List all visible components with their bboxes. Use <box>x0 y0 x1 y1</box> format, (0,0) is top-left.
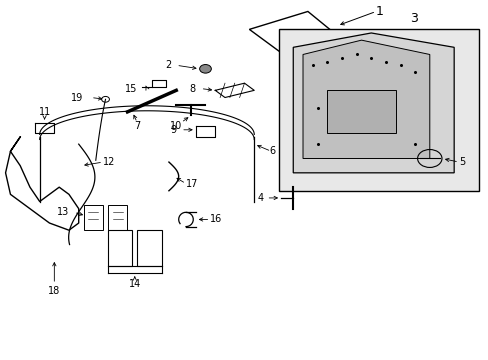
Text: 4: 4 <box>257 193 264 203</box>
Text: 16: 16 <box>210 215 222 224</box>
Text: 6: 6 <box>268 146 274 156</box>
Text: 8: 8 <box>189 84 195 94</box>
Text: 17: 17 <box>185 179 198 189</box>
Text: 14: 14 <box>128 279 141 289</box>
Text: 7: 7 <box>134 121 140 131</box>
Bar <box>327 90 395 134</box>
Text: 5: 5 <box>458 157 465 167</box>
Bar <box>137 230 161 266</box>
Circle shape <box>199 64 211 73</box>
Polygon shape <box>303 40 429 158</box>
Polygon shape <box>249 12 351 65</box>
Text: 18: 18 <box>48 286 61 296</box>
Polygon shape <box>293 33 453 173</box>
Text: 15: 15 <box>124 84 137 94</box>
Bar <box>108 205 127 230</box>
Text: 9: 9 <box>170 125 176 135</box>
Text: 3: 3 <box>409 12 417 25</box>
Bar <box>108 230 132 266</box>
Bar <box>83 205 103 230</box>
Text: 19: 19 <box>71 93 83 103</box>
FancyBboxPatch shape <box>278 30 478 191</box>
Text: 2: 2 <box>165 60 171 70</box>
Text: 10: 10 <box>170 121 182 131</box>
Text: 12: 12 <box>103 157 115 167</box>
Text: 11: 11 <box>39 107 51 117</box>
Circle shape <box>102 96 109 102</box>
Text: 1: 1 <box>375 5 383 18</box>
Text: 13: 13 <box>57 207 69 217</box>
